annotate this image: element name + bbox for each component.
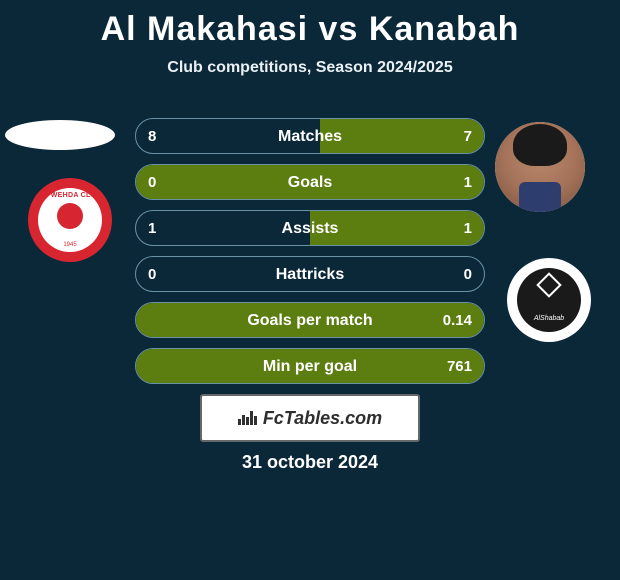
player2-face-placeholder [495, 122, 585, 212]
stat-row: 8Matches7 [135, 118, 485, 154]
club-right-badge: AlShabab [507, 258, 591, 342]
comparison-title: Al Makahasi vs Kanabah [0, 0, 620, 49]
footer-date: 31 october 2024 [0, 452, 620, 473]
subtitle: Club competitions, Season 2024/2025 [0, 59, 620, 77]
stat-row: 1Assists1 [135, 210, 485, 246]
brand-badge: FcTables.com [200, 394, 420, 442]
stat-label: Hattricks [136, 257, 484, 292]
stat-value-right: 0.14 [443, 303, 472, 338]
stat-label: Min per goal [136, 349, 484, 384]
stat-row: Min per goal761 [135, 348, 485, 384]
stat-value-right: 1 [464, 165, 472, 200]
stat-label: Goals [136, 165, 484, 200]
brand-bar [242, 415, 245, 425]
club-left-year: 1945 [38, 242, 102, 248]
stat-value-right: 1 [464, 211, 472, 246]
player1-name: Al Makahasi [101, 10, 309, 48]
club-left-badge: AL WEHDA CLUB 1945 [28, 178, 112, 262]
player2-avatar [495, 122, 585, 212]
vs-text: vs [319, 10, 359, 48]
brand-bar [250, 411, 253, 425]
brand-text: FcTables.com [263, 408, 382, 429]
stat-value-right: 761 [447, 349, 472, 384]
club-left-name: AL WEHDA CLUB [38, 192, 102, 199]
club-right-name: AlShabab [517, 315, 581, 322]
brand-bar [246, 417, 249, 425]
player1-avatar [5, 120, 115, 150]
club-left-icon [57, 203, 83, 229]
player2-name: Kanabah [369, 10, 520, 48]
stat-value-right: 7 [464, 119, 472, 154]
club-right-badge-inner: AlShabab [517, 268, 581, 332]
stat-value-right: 0 [464, 257, 472, 292]
brand-bar [238, 419, 241, 425]
brand-bars-icon [238, 411, 257, 425]
brand-bar [254, 416, 257, 425]
stat-label: Assists [136, 211, 484, 246]
stat-label: Matches [136, 119, 484, 154]
stats-table: 8Matches70Goals11Assists10Hattricks0Goal… [135, 118, 485, 394]
stat-row: Goals per match0.14 [135, 302, 485, 338]
stat-label: Goals per match [136, 303, 484, 338]
stat-row: 0Goals1 [135, 164, 485, 200]
stat-row: 0Hattricks0 [135, 256, 485, 292]
club-left-badge-inner: AL WEHDA CLUB 1945 [38, 188, 102, 252]
